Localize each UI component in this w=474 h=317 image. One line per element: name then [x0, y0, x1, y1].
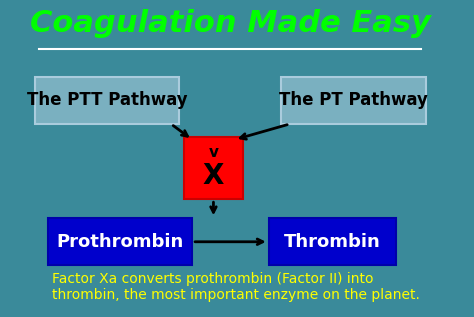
FancyBboxPatch shape — [35, 77, 180, 124]
Text: The PT Pathway: The PT Pathway — [279, 91, 428, 109]
Text: The PTT Pathway: The PTT Pathway — [27, 91, 188, 109]
Text: v: v — [209, 145, 219, 159]
Text: Coagulation Made Easy: Coagulation Made Easy — [30, 9, 431, 38]
FancyBboxPatch shape — [269, 218, 396, 265]
FancyBboxPatch shape — [282, 77, 426, 124]
FancyBboxPatch shape — [48, 218, 192, 265]
Text: X: X — [203, 162, 224, 191]
Text: Thrombin: Thrombin — [284, 233, 381, 251]
FancyBboxPatch shape — [184, 137, 243, 199]
Text: Prothrombin: Prothrombin — [56, 233, 183, 251]
Text: Factor Xa converts prothrombin (Factor II) into
thrombin, the most important enz: Factor Xa converts prothrombin (Factor I… — [52, 272, 420, 302]
